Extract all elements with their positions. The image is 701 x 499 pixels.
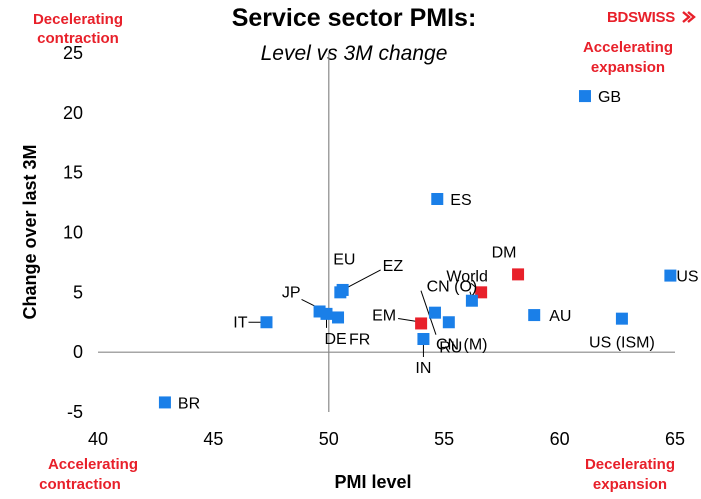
- quadrant-bottom-right-line2: expansion: [593, 476, 667, 493]
- data-point-us-ism: [615, 312, 628, 325]
- y-axis-title: Change over last 3M: [20, 144, 40, 319]
- data-point-br: [158, 396, 171, 409]
- data-point-cn-m: [428, 306, 441, 319]
- data-points: [158, 90, 677, 409]
- y-tick-label: -5: [67, 402, 83, 422]
- leader-line: [420, 290, 437, 335]
- data-point-fr: [332, 311, 345, 324]
- chart-title: Service sector PMIs:: [232, 4, 477, 32]
- point-label: FR: [349, 331, 370, 348]
- brand-logo: BDSWISS: [607, 9, 696, 26]
- x-tick-label: 40: [88, 429, 108, 449]
- y-tick-label: 10: [63, 223, 83, 243]
- point-label: EU: [333, 251, 355, 268]
- data-point-em: [415, 317, 428, 330]
- x-tick-label: 60: [550, 429, 570, 449]
- point-label: DM: [492, 244, 517, 261]
- point-label: BR: [178, 395, 200, 412]
- point-label: ES: [450, 192, 471, 209]
- y-tick-labels: -5 0 5 10 15 20 25: [63, 43, 83, 422]
- quadrant-top-left-line1: Decelerating: [33, 11, 123, 28]
- y-tick-label: 0: [73, 342, 83, 362]
- point-label: EZ: [383, 258, 404, 275]
- point-label: IT: [233, 314, 247, 331]
- swiss-arrow-icon: [682, 11, 696, 23]
- point-label: US: [676, 269, 698, 286]
- data-point-es: [431, 192, 444, 205]
- point-label: AU: [549, 308, 571, 325]
- point-label: CN (O): [427, 279, 478, 296]
- data-point-world: [475, 286, 488, 299]
- quadrant-bottom-left-line2: contraction: [39, 476, 121, 493]
- y-tick-label: 15: [63, 163, 83, 183]
- leader-line: [398, 317, 418, 322]
- data-point-dm: [512, 268, 525, 281]
- point-label: DE: [324, 331, 346, 348]
- point-label: JP: [282, 284, 301, 301]
- point-label: GB: [598, 89, 621, 106]
- point-label: World: [446, 268, 488, 285]
- data-point-it: [260, 316, 273, 329]
- quadrant-top-right-line1: Accelerating: [583, 39, 673, 56]
- leader-line: [342, 269, 381, 291]
- quadrant-top-left-line2: contraction: [37, 30, 119, 47]
- data-point-ez: [336, 283, 349, 296]
- point-label: US (ISM): [589, 335, 655, 352]
- point-label: IN: [415, 360, 431, 377]
- x-tick-label: 45: [203, 429, 223, 449]
- data-point-de: [320, 307, 333, 320]
- y-tick-label: 20: [63, 103, 83, 123]
- point-label: EM: [372, 307, 396, 324]
- quadrant-top-right-line2: expansion: [591, 59, 665, 76]
- data-point-in: [417, 333, 430, 346]
- data-point-cn-o: [465, 294, 478, 307]
- y-tick-label: 25: [63, 43, 83, 63]
- point-label: CN (M): [436, 337, 488, 354]
- quadrant-bottom-left-line1: Accelerating: [48, 456, 138, 473]
- data-point-gb: [578, 90, 591, 103]
- quadrant-bottom-right-line1: Decelerating: [585, 456, 675, 473]
- chart-subtitle: Level vs 3M change: [261, 42, 448, 65]
- y-tick-label: 5: [73, 282, 83, 302]
- point-label: RU: [439, 339, 462, 356]
- x-tick-label: 50: [319, 429, 339, 449]
- data-point-us: [664, 269, 677, 282]
- brand-logo-text: BDSWISS: [607, 9, 675, 26]
- x-axis-title: PMI level: [334, 472, 411, 492]
- data-point-ru: [442, 316, 455, 329]
- x-tick-label: 65: [665, 429, 685, 449]
- data-point-au: [528, 309, 541, 322]
- x-tick-label: 55: [434, 429, 454, 449]
- x-tick-labels: 40 45 50 55 60 65: [88, 429, 685, 449]
